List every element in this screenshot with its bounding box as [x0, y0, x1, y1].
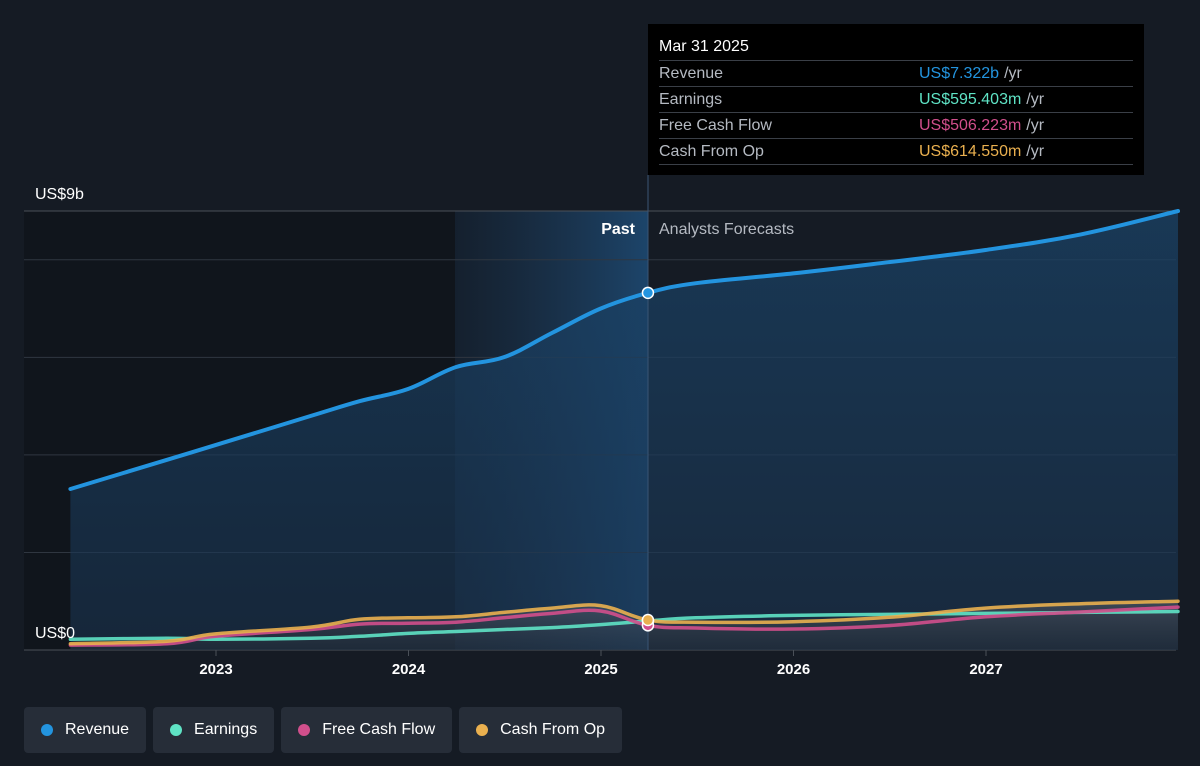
tooltip-value: US$595.403m [919, 91, 1022, 108]
legend-item-free-cash-flow[interactable]: Free Cash Flow [281, 707, 453, 753]
revenue-line [68, 209, 1180, 491]
cash-from-op-marker [641, 613, 655, 627]
legend-label: Revenue [65, 721, 130, 738]
free-cash-flow-line [68, 605, 1180, 647]
x-tick-label: 2026 [777, 661, 810, 678]
tooltip-value: US$506.223m [919, 117, 1022, 134]
tooltip-row-revenue: Revenue US$7.322b /yr [659, 60, 1133, 86]
legend-label: Earnings [194, 721, 258, 738]
legend-dot-icon [41, 724, 53, 736]
legend-item-earnings[interactable]: Earnings [153, 707, 275, 753]
tooltip-unit: /yr [1026, 117, 1045, 134]
x-tick-label: 2027 [969, 661, 1002, 678]
legend-dot-icon [170, 724, 183, 736]
tooltip-label: Revenue [659, 65, 724, 82]
x-tick-label: 2025 [584, 661, 617, 678]
forecast-label: Analysts Forecasts [659, 221, 794, 238]
tooltip-unit: /yr [1026, 91, 1045, 108]
legend-label: Free Cash Flow [322, 721, 436, 738]
legend-dot-icon [476, 724, 489, 736]
legend-dot-icon [298, 724, 311, 736]
tooltip-label: Earnings [659, 91, 723, 108]
tooltip-date: Mar 31 2025 [659, 38, 749, 55]
tooltip-row-earnings: Earnings US$595.403m /yr [659, 86, 1133, 112]
chart-legend: Revenue Earnings Free Cash Flow Cash Fro… [24, 707, 623, 753]
tooltip-value: US$7.322b [919, 65, 1000, 82]
legend-item-cash-from-op[interactable]: Cash From Op [459, 707, 623, 753]
x-tick-label: 2023 [199, 661, 232, 678]
y-axis-bottom-label: US$0 [35, 625, 75, 642]
tooltip-row-free-cash-flow: Free Cash Flow US$506.223m /yr [659, 112, 1133, 138]
tooltip-unit: /yr [1004, 65, 1022, 82]
y-axis-top-label: US$9b [35, 186, 84, 203]
chart-plot: US$9b US$0 Past Analysts Forecasts 2023 2… [24, 175, 1180, 678]
legend-item-revenue[interactable]: Revenue [24, 707, 147, 753]
cash-from-op-line [68, 599, 1180, 646]
tooltip-label: Cash From Op [659, 143, 764, 160]
legend-label: Cash From Op [500, 721, 606, 738]
data-tooltip: Mar 31 2025 Revenue US$7.322b /yr Earnin… [648, 24, 1144, 175]
tooltip-value: US$614.550m [919, 143, 1022, 160]
tooltip-row-cash-from-op: Cash From Op US$614.550m /yr [659, 138, 1133, 165]
tooltip-label: Free Cash Flow [659, 117, 772, 134]
tooltip-unit: /yr [1026, 143, 1045, 160]
earnings-line [68, 609, 1180, 642]
x-tick-label: 2024 [392, 661, 426, 678]
past-label: Past [601, 221, 635, 238]
revenue-area [70, 211, 1178, 650]
revenue-marker [641, 286, 655, 300]
